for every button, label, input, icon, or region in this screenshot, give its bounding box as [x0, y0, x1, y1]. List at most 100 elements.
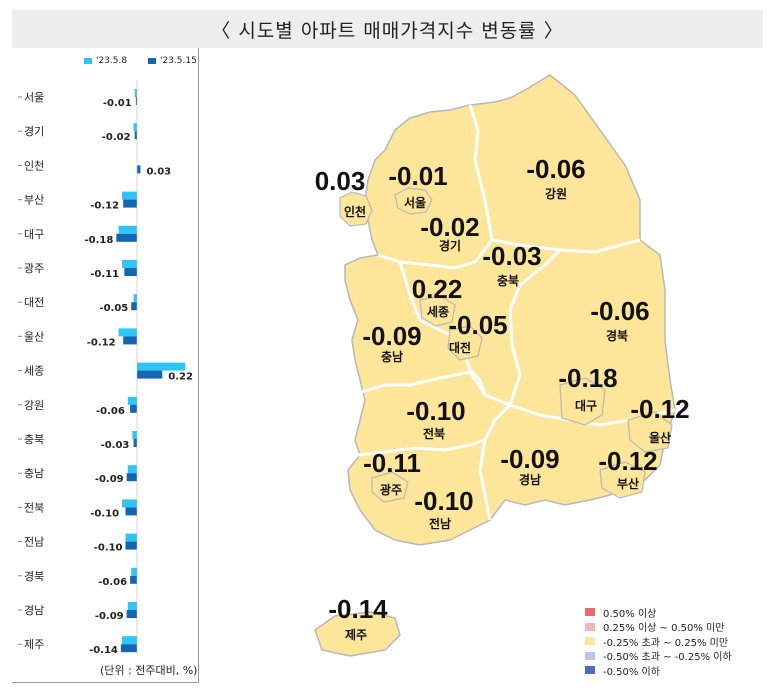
region-value: -0.09 [500, 444, 559, 474]
category-label: 제주 [24, 638, 44, 651]
region-name: 경기 [439, 238, 461, 253]
region-name: 충북 [497, 273, 519, 288]
bar-2 [134, 131, 137, 140]
legend-label-2: '23.5.15 [160, 56, 197, 66]
bar-2 [130, 404, 137, 413]
bar-2 [124, 268, 137, 276]
category-label: 경기 [24, 125, 44, 138]
border-jeonbuk-north [361, 370, 511, 407]
category-label: 전남 [24, 536, 44, 549]
bar-1 [122, 191, 137, 200]
border-gyeonggi-south [377, 239, 494, 270]
data-label: -0.01 [103, 98, 132, 109]
bar-2 [126, 473, 137, 482]
legend-item-1: '23.5.8 [84, 56, 127, 66]
data-label: -0.10 [90, 508, 119, 519]
category-label: 전북 [24, 501, 44, 514]
map-legend-swatch [585, 651, 595, 660]
bar-1 [122, 636, 137, 645]
map-legend-item: -0.25% 초과 ~ 0.25% 미만 [585, 634, 732, 649]
data-label: 0.03 [146, 166, 171, 177]
map-legend-swatch [585, 666, 595, 675]
seoul-shape [394, 187, 433, 215]
bar-2 [126, 610, 137, 618]
region-value: -0.06 [590, 296, 649, 326]
chart-title: 〈 시도별 아파트 매매가격지수 변동률 〉 [211, 19, 564, 42]
map-legend-label: 0.50% 이상 [603, 608, 657, 620]
data-label: -0.09 [95, 611, 124, 622]
region-name: 전북 [423, 426, 445, 441]
region-name: 세종 [427, 304, 449, 319]
region-name: 경북 [606, 329, 628, 343]
data-label: -0.09 [95, 474, 124, 485]
legend-label-1: '23.5.8 [96, 56, 128, 66]
incheon-shape [339, 191, 373, 227]
category-label: 강원 [24, 399, 44, 412]
map-legend-label: 0.25% 이상 ~ 0.50% 미만 [603, 623, 725, 635]
daegu-shape [559, 377, 606, 426]
bar-1 [131, 567, 137, 576]
bar-1 [133, 294, 137, 303]
region-value: -0.18 [558, 363, 617, 393]
map-legend-swatch [585, 637, 595, 646]
region-name: 경남 [519, 472, 541, 487]
region-name: 울산 [649, 430, 671, 445]
border-chungbuk-east [508, 248, 562, 406]
data-label: -0.12 [87, 337, 116, 348]
region-name: 전남 [429, 516, 451, 531]
category-label: 세종 [24, 365, 44, 378]
bar-2 [137, 165, 141, 174]
map-legend-item: -0.50% 이하 [585, 663, 732, 678]
data-label: -0.06 [98, 577, 127, 588]
data-label: -0.14 [89, 645, 118, 656]
bar-1 [122, 260, 137, 268]
legend-swatch-2 [148, 58, 156, 64]
region-value: 0.03 [315, 166, 366, 196]
bar-1 [127, 602, 137, 610]
bar-2 [137, 370, 163, 379]
region-name: 충남 [381, 349, 403, 364]
category-label: 광주 [24, 262, 44, 275]
region-value: -0.12 [598, 446, 657, 476]
data-label: -0.02 [102, 132, 131, 143]
category-label: 경남 [24, 604, 44, 617]
bar-2 [120, 644, 137, 653]
region-value: -0.11 [363, 448, 421, 478]
category-label: 부산 [24, 194, 44, 207]
data-label: -0.10 [94, 543, 123, 554]
data-label: 0.22 [168, 372, 193, 383]
data-label: -0.03 [101, 440, 130, 451]
bar-2 [131, 302, 137, 311]
map-legend-swatch [585, 622, 595, 631]
title-bar: 〈 시도별 아파트 매매가격지수 변동률 〉 [12, 10, 763, 48]
map-legend-item: -0.50% 초과 ~ -0.25% 이하 [585, 649, 732, 663]
bar-2 [125, 507, 137, 516]
region-value: -0.01 [388, 161, 447, 191]
bar-1 [133, 123, 137, 132]
category-label: 울산 [24, 330, 44, 343]
region-name: 서울 [404, 195, 426, 210]
bar-1 [137, 362, 186, 371]
bar-2 [125, 541, 137, 550]
category-label: 충남 [24, 467, 44, 480]
data-label: -0.18 [84, 235, 113, 246]
bar-1 [132, 431, 137, 439]
map-legend-item: 0.25% 이상 ~ 0.50% 미만 [585, 620, 732, 635]
sejong-shape [419, 295, 456, 327]
map-shapes [314, 74, 676, 657]
legend-swatch-1 [84, 58, 92, 64]
data-label: -0.12 [90, 201, 119, 212]
legend-item-2: '23.5.15 [148, 56, 197, 66]
unit-note: (단위 : 전주대비, %) [100, 664, 198, 677]
region-value: 0.22 [412, 274, 463, 304]
bar-2 [116, 233, 137, 242]
bar-2 [123, 199, 137, 208]
category-label: 대구 [24, 228, 44, 241]
map-legend-item: 0.50% 이상 [585, 605, 732, 620]
bar-1 [127, 396, 137, 405]
bar-2 [123, 336, 137, 345]
region-name: 인천 [344, 204, 366, 219]
border-gyeongnam-west [478, 403, 512, 521]
